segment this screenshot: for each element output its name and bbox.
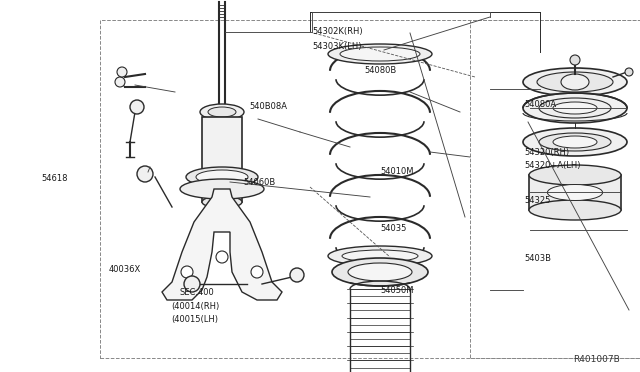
Ellipse shape: [186, 167, 258, 187]
Ellipse shape: [342, 250, 418, 262]
Circle shape: [130, 100, 144, 114]
Ellipse shape: [332, 258, 428, 286]
Text: 54080B: 54080B: [365, 66, 397, 75]
Ellipse shape: [523, 93, 627, 123]
Text: 54302K(RH): 54302K(RH): [312, 27, 363, 36]
Circle shape: [181, 266, 193, 278]
Ellipse shape: [523, 68, 627, 96]
Circle shape: [184, 276, 200, 292]
Text: (40015(LH): (40015(LH): [172, 315, 218, 324]
Ellipse shape: [547, 185, 603, 201]
Text: 54050M: 54050M: [381, 286, 414, 295]
Circle shape: [251, 266, 263, 278]
Text: 54303K(LH): 54303K(LH): [312, 42, 362, 51]
Text: 54035: 54035: [381, 224, 407, 233]
Text: SEC.400: SEC.400: [179, 288, 214, 296]
Ellipse shape: [561, 74, 589, 90]
Ellipse shape: [553, 136, 597, 148]
Ellipse shape: [529, 165, 621, 185]
Circle shape: [625, 68, 633, 76]
Ellipse shape: [200, 104, 244, 120]
Ellipse shape: [180, 179, 264, 199]
Circle shape: [216, 251, 228, 263]
Bar: [202, 117, 242, 202]
Text: 54060B: 54060B: [243, 178, 275, 187]
Text: (40014(RH): (40014(RH): [172, 302, 220, 311]
Circle shape: [115, 77, 125, 87]
Circle shape: [570, 55, 580, 65]
Text: 540B08A: 540B08A: [250, 102, 287, 110]
Ellipse shape: [348, 263, 412, 281]
Ellipse shape: [537, 72, 613, 92]
Ellipse shape: [539, 133, 611, 151]
Text: 54320+A(LH): 54320+A(LH): [525, 161, 581, 170]
Bar: [529, 175, 621, 210]
Circle shape: [117, 67, 127, 77]
Text: 5403B: 5403B: [525, 254, 552, 263]
Ellipse shape: [328, 246, 432, 266]
Text: R401007B: R401007B: [573, 356, 620, 365]
Ellipse shape: [340, 47, 420, 61]
Ellipse shape: [196, 170, 248, 184]
Text: 40036X: 40036X: [109, 265, 141, 274]
Ellipse shape: [523, 128, 627, 156]
Text: 54320(RH): 54320(RH): [525, 148, 570, 157]
Ellipse shape: [202, 196, 242, 208]
Ellipse shape: [539, 98, 611, 118]
Text: 54618: 54618: [42, 174, 68, 183]
Circle shape: [137, 166, 153, 182]
Circle shape: [290, 268, 304, 282]
Text: 54010M: 54010M: [381, 167, 414, 176]
Ellipse shape: [553, 102, 597, 114]
Polygon shape: [162, 189, 282, 300]
Ellipse shape: [208, 107, 236, 117]
Text: 54325: 54325: [525, 196, 551, 205]
Bar: [470, 20, 640, 358]
Ellipse shape: [529, 200, 621, 220]
Ellipse shape: [328, 44, 432, 64]
Text: 54080A: 54080A: [525, 100, 557, 109]
